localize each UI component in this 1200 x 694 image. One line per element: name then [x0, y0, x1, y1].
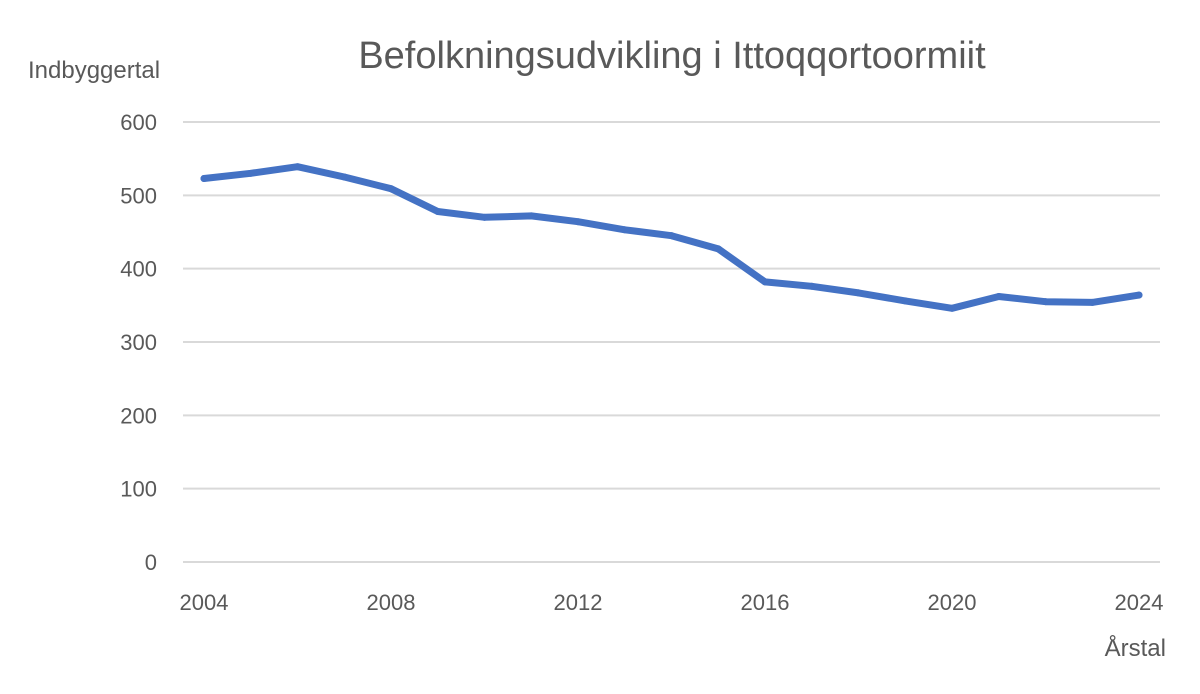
- x-tick-label: 2012: [554, 590, 603, 615]
- data-point-2017: [808, 282, 816, 290]
- y-tick-label: 200: [120, 403, 157, 428]
- data-point-2012: [574, 218, 582, 226]
- data-point-2013: [621, 226, 629, 234]
- y-tick-label: 400: [120, 257, 157, 282]
- data-point-2008: [387, 185, 395, 193]
- x-tick-label: 2024: [1115, 590, 1164, 615]
- x-tick-label: 2004: [180, 590, 229, 615]
- x-axis-title: Årstal: [1105, 634, 1166, 662]
- data-point-2021: [995, 293, 1003, 301]
- data-point-2007: [340, 173, 348, 181]
- x-tick-label: 2016: [741, 590, 790, 615]
- x-tick-labels: 2004 2008 2012 2016 2020 2024: [180, 590, 1164, 615]
- y-tick-label: 100: [120, 477, 157, 502]
- data-point-2005: [247, 169, 255, 177]
- data-point-2018: [855, 289, 862, 297]
- data-point-2006: [294, 163, 301, 171]
- gridlines: [183, 121, 1160, 563]
- y-axis-title: Indbyggertal: [28, 57, 160, 84]
- data-point-2024: [1135, 291, 1143, 299]
- y-tick-labels: 0 100 200 300 400 500 600: [120, 110, 157, 575]
- data-point-2004: [200, 174, 208, 182]
- data-point-2009: [434, 207, 442, 215]
- data-point-2019: [901, 297, 909, 305]
- chart-title: Befolkningsudvikling i Ittoqqortoormiit: [358, 35, 986, 77]
- data-point-2016: [761, 278, 769, 286]
- data-point-2011: [527, 212, 535, 220]
- y-tick-label: 300: [120, 330, 157, 355]
- x-tick-label: 2008: [367, 590, 416, 615]
- y-tick-label: 500: [120, 183, 157, 208]
- data-point-2010: [481, 213, 488, 221]
- data-point-2020: [948, 304, 956, 312]
- y-tick-label: 600: [120, 110, 157, 135]
- data-point-2022: [1042, 298, 1049, 306]
- data-point-2015: [714, 245, 722, 253]
- series-layer: [200, 163, 1143, 312]
- y-tick-label: 0: [145, 550, 157, 575]
- data-point-2023: [1088, 298, 1096, 306]
- data-point-2014: [668, 232, 675, 240]
- x-tick-label: 2020: [928, 590, 977, 615]
